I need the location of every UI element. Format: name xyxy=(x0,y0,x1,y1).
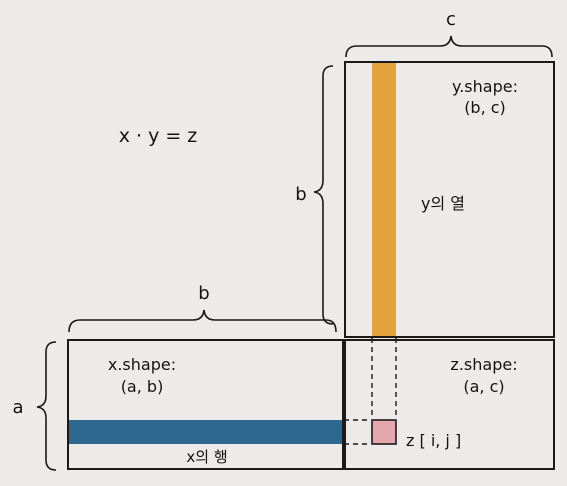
a-brace xyxy=(36,341,57,471)
c-dimension-label: c xyxy=(446,9,456,30)
z-shape-line2: (a, c) xyxy=(463,377,504,396)
b-horizontal-brace xyxy=(68,309,337,333)
z-matrix-box xyxy=(344,339,555,470)
b-left-dimension-label: b xyxy=(295,184,306,205)
z-element-highlight xyxy=(371,419,397,445)
b-bottom-dimension-label: b xyxy=(198,283,209,304)
x-matrix-box xyxy=(67,339,344,470)
c-brace xyxy=(345,35,553,58)
x-row-highlight xyxy=(69,420,342,444)
equation-label: x · y = z xyxy=(119,125,198,147)
y-shape-line2: (b, c) xyxy=(464,98,506,117)
a-dimension-label: a xyxy=(12,397,23,418)
x-row-label: x의 행 xyxy=(186,448,227,466)
y-column-label: y의 열 xyxy=(421,194,465,213)
y-matrix-box xyxy=(344,61,555,338)
x-shape-line1: x.shape: xyxy=(108,355,176,374)
x-shape-line2: (a, b) xyxy=(121,377,164,396)
z-shape-line1: z.shape: xyxy=(450,355,517,374)
y-column-highlight xyxy=(372,63,396,336)
b-vertical-brace xyxy=(313,65,334,325)
z-element-label: z [ i, j ] xyxy=(406,431,461,450)
y-shape-line1: y.shape: xyxy=(452,77,518,96)
